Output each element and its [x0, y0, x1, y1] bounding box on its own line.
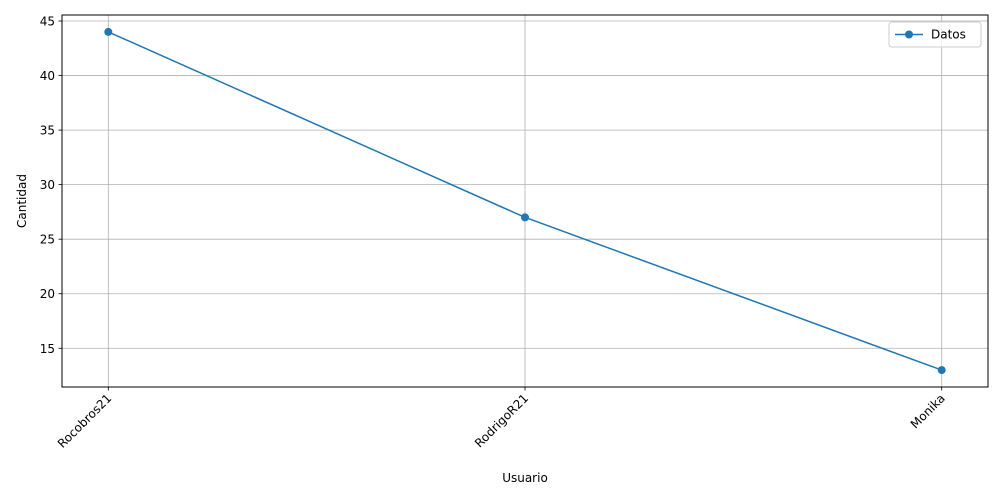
legend: Datos: [888, 21, 982, 48]
x-axis: Rocobros21 RodrigoR21 Monika: [55, 387, 948, 451]
y-tick-label: 40: [40, 69, 55, 83]
y-tick-label: 30: [40, 178, 55, 192]
y-tick-label: 15: [40, 342, 55, 356]
x-tick-label: RodrigoR21: [472, 391, 531, 450]
grid-lines: [62, 15, 988, 387]
legend-box: [888, 21, 982, 48]
y-axis: 15 20 25 30 35 40 45: [40, 15, 62, 356]
x-axis-label: Usuario: [502, 471, 548, 485]
y-tick-label: 45: [40, 15, 55, 29]
legend-marker-datos: [905, 30, 913, 39]
y-axis-label: Cantidad: [15, 174, 29, 228]
x-tick-label: Rocobros21: [55, 391, 115, 451]
y-tick-label: 20: [40, 287, 55, 301]
data-point: [104, 27, 113, 36]
data-point: [937, 366, 946, 375]
series-layer: [104, 27, 946, 375]
legend-label-datos: Datos: [931, 28, 966, 42]
y-tick-label: 35: [40, 124, 55, 138]
y-tick-label: 25: [40, 233, 55, 247]
x-tick-label: Monika: [908, 391, 948, 431]
data-point: [521, 213, 529, 222]
